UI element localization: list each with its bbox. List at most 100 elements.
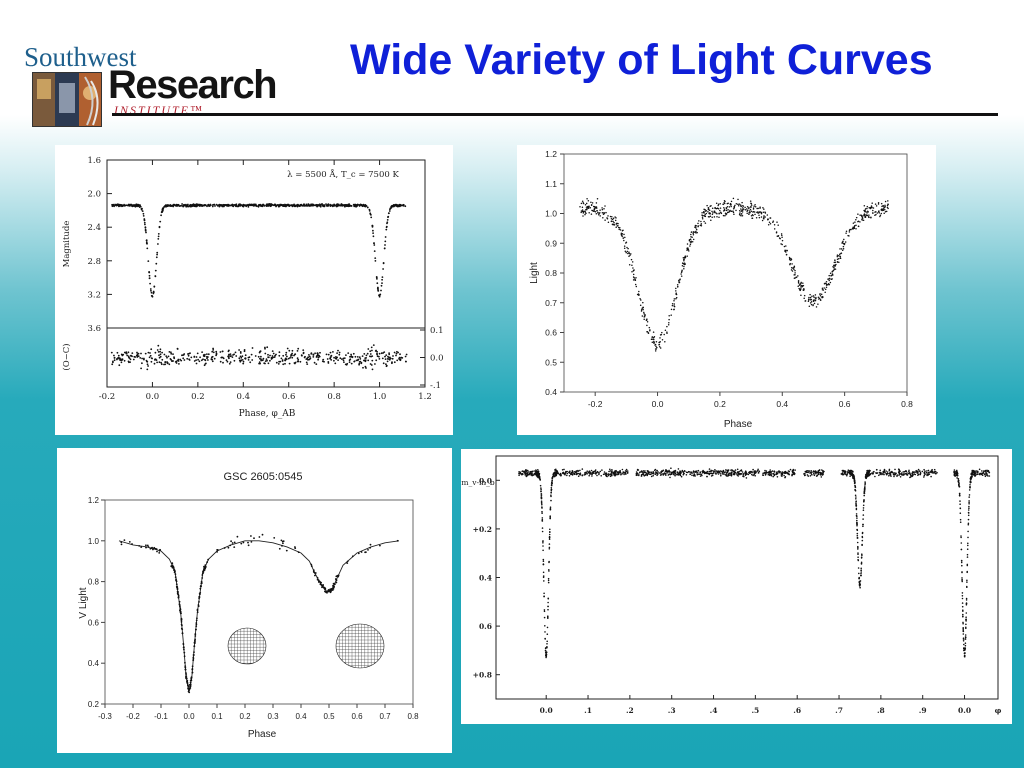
data-point — [137, 352, 140, 355]
data-point — [736, 468, 739, 471]
data-point — [780, 233, 783, 235]
data-point — [156, 253, 158, 256]
data-point — [288, 362, 291, 365]
data-point — [714, 470, 716, 472]
data-point — [584, 204, 587, 206]
data-point — [744, 206, 746, 209]
data-point — [157, 351, 160, 353]
data-point — [761, 219, 764, 222]
data-point — [664, 470, 667, 473]
data-point — [157, 344, 160, 347]
data-point — [933, 471, 935, 474]
data-point — [791, 263, 793, 265]
y-tick-label: 0.4 — [479, 574, 492, 583]
data-point — [625, 241, 628, 244]
x-tick-label: 0.1 — [211, 712, 223, 721]
data-point — [149, 352, 151, 354]
data-point — [123, 351, 126, 354]
data-point — [528, 473, 531, 476]
data-point — [803, 294, 806, 297]
data-point — [670, 314, 672, 316]
data-point — [282, 540, 285, 542]
data-point — [190, 356, 193, 359]
data-point — [689, 245, 691, 247]
data-point — [632, 267, 634, 269]
data-point — [646, 318, 648, 320]
data-point — [291, 354, 293, 357]
data-point — [691, 241, 694, 243]
data-point — [607, 215, 609, 217]
data-point — [965, 599, 968, 601]
data-point — [746, 209, 749, 212]
data-point — [382, 262, 385, 264]
data-point — [962, 610, 964, 612]
data-point — [693, 474, 696, 476]
data-point — [649, 329, 651, 331]
data-point — [129, 358, 132, 361]
data-point — [737, 472, 740, 475]
data-point — [729, 202, 732, 205]
data-point — [143, 221, 146, 224]
data-point — [710, 470, 713, 472]
data-point — [314, 352, 316, 355]
data-point — [961, 602, 964, 604]
data-point — [794, 469, 796, 471]
data-point — [930, 475, 932, 478]
data-point — [159, 350, 161, 353]
data-point — [611, 469, 613, 471]
data-point — [296, 357, 299, 360]
data-point — [179, 205, 182, 207]
data-point — [630, 258, 633, 261]
data-point — [825, 284, 828, 286]
data-point — [961, 595, 964, 597]
data-point — [700, 220, 702, 223]
data-point — [965, 604, 968, 606]
data-point — [268, 204, 270, 207]
data-point — [596, 474, 598, 477]
data-point — [860, 574, 862, 577]
data-point — [628, 251, 630, 253]
data-point — [177, 360, 180, 362]
data-point — [778, 471, 780, 474]
data-point — [863, 501, 865, 503]
data-point — [566, 474, 568, 477]
data-point — [854, 485, 856, 488]
data-point — [850, 228, 852, 231]
data-point — [888, 469, 891, 472]
data-point — [211, 360, 214, 363]
data-point — [297, 551, 300, 554]
data-point — [738, 213, 741, 215]
data-point — [278, 547, 281, 550]
data-point — [542, 571, 545, 574]
data-point — [160, 211, 163, 213]
data-point — [631, 271, 633, 273]
data-point — [538, 475, 540, 478]
data-point — [859, 221, 861, 223]
data-point — [196, 352, 199, 355]
data-point — [184, 665, 187, 667]
data-point — [371, 349, 373, 352]
data-point — [725, 474, 727, 476]
y-tick-label: 0.6 — [88, 618, 100, 627]
data-point — [653, 335, 656, 338]
data-point — [813, 473, 815, 475]
y-tick-label: 1.2 — [88, 496, 100, 505]
data-point — [930, 471, 932, 474]
data-point — [273, 204, 275, 207]
data-point — [797, 282, 800, 284]
data-point — [924, 470, 926, 472]
data-point — [623, 473, 625, 476]
data-point — [845, 473, 847, 476]
data-point — [365, 354, 368, 357]
data-point — [136, 205, 138, 208]
data-point — [592, 471, 594, 474]
data-point — [638, 294, 640, 296]
data-point — [584, 210, 586, 212]
data-point — [854, 494, 857, 497]
data-point — [344, 204, 346, 207]
data-point — [282, 542, 284, 545]
data-point — [140, 546, 143, 548]
data-point — [335, 205, 338, 208]
x-tick-label: 0.8 — [407, 712, 419, 721]
data-point — [242, 541, 245, 544]
